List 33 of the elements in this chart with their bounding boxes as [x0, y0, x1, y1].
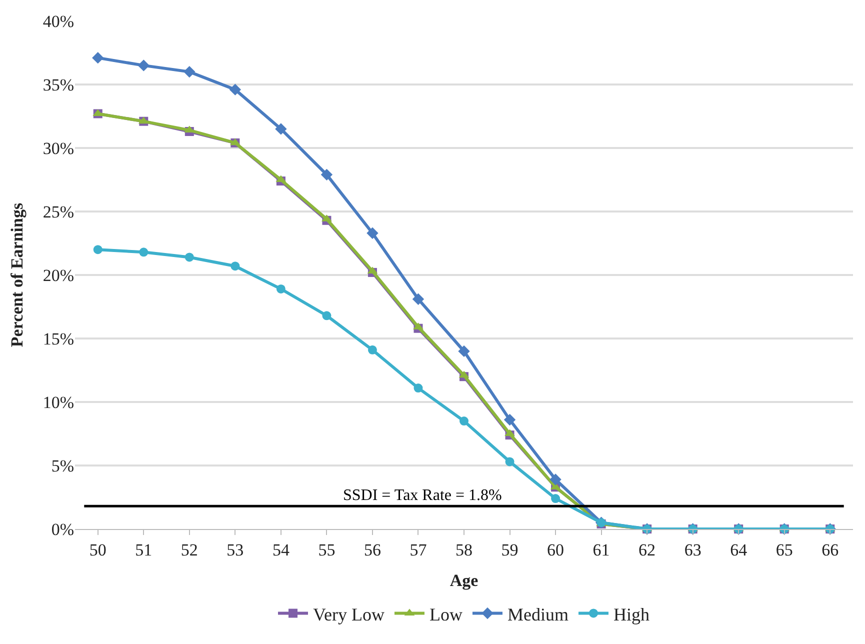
y-tick-label: 5% [51, 456, 74, 476]
x-tick-label: 56 [364, 540, 381, 560]
x-tick-label: 53 [226, 540, 244, 560]
y-tick-label: 35% [42, 75, 74, 94]
x-tick-label: 58 [456, 540, 472, 560]
y-tick-label: 0% [51, 520, 74, 539]
y-tick-label: 25% [42, 202, 74, 222]
legend-label: Very Low [313, 604, 384, 624]
y-tick-label: 20% [42, 266, 74, 285]
x-tick-label: 51 [135, 540, 152, 560]
x-tick-label: 61 [592, 540, 610, 560]
y-tick-label: 30% [42, 138, 74, 158]
x-tick-label: 60 [547, 540, 564, 560]
x-tick-label: 54 [272, 540, 290, 560]
legend-label: High [613, 604, 650, 624]
x-tick-label: 57 [410, 540, 428, 560]
x-tick-label: 66 [822, 540, 839, 560]
legend-label: Low [429, 604, 462, 624]
x-tick-label: 52 [180, 540, 198, 560]
x-tick-label: 64 [730, 540, 748, 560]
y-tick-label: 15% [42, 329, 74, 348]
y-axis-title: Percent of Earnings [7, 202, 26, 348]
x-tick-label: 55 [318, 540, 336, 560]
x-tick-label: 50 [89, 540, 106, 560]
ref-line-label: SSDI = Tax Rate = 1.8% [343, 487, 502, 504]
x-tick-label: 65 [776, 540, 793, 560]
x-axis-title: Age [450, 570, 479, 590]
x-tick-label: 59 [501, 540, 518, 560]
y-tick-label: 10% [42, 392, 74, 412]
y-tick-label: 40% [42, 12, 74, 31]
x-tick-label: 63 [684, 540, 702, 560]
x-tick-label: 62 [638, 540, 656, 560]
legend-label: Medium [507, 604, 568, 624]
